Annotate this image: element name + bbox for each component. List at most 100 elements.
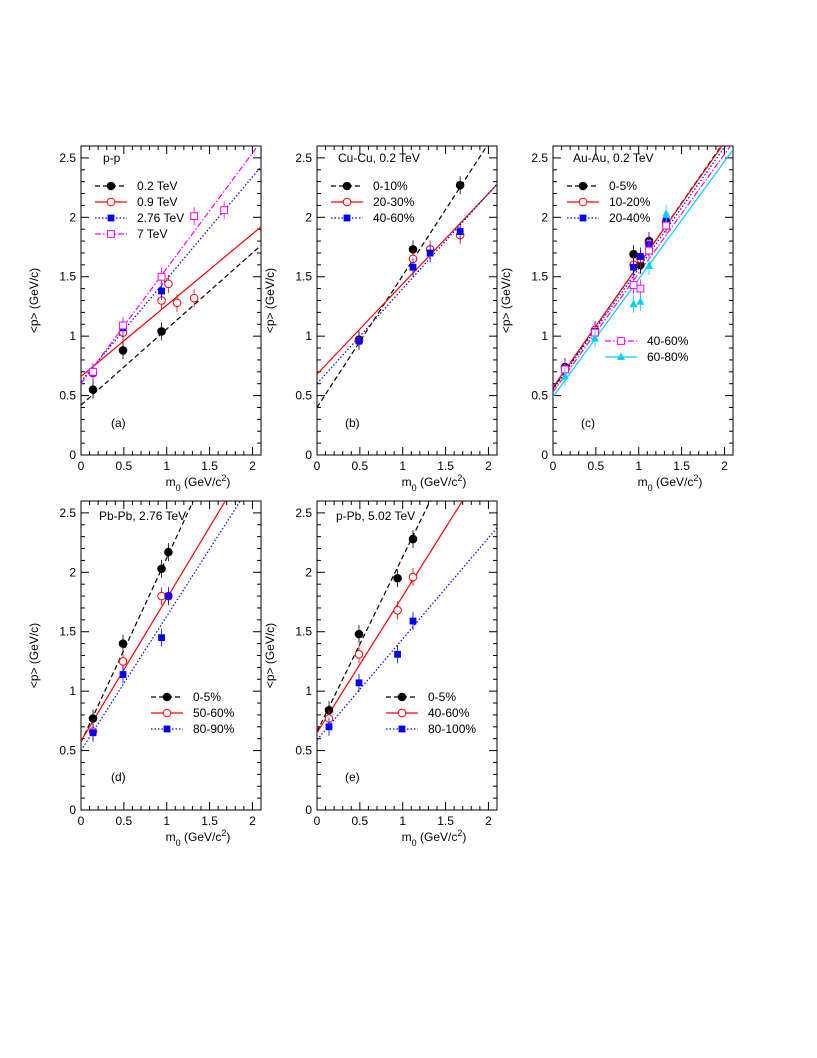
- x-axis-title: m0 (GeV/c2): [166, 473, 231, 493]
- fit-line: [553, 149, 733, 398]
- data-point: [325, 723, 333, 731]
- x-tick-label: 2: [485, 814, 492, 828]
- panel-4: 0 0.5 1 1.5 2 0 0.5 1 1.5 2 2.5 <p> (GeV/c) m0 (GeV/…: [27, 500, 262, 848]
- data-point: [409, 263, 417, 271]
- data-point: [662, 209, 671, 217]
- y-tick-label: 0.5: [59, 744, 76, 758]
- y-tick-label: 1: [69, 329, 76, 343]
- legend-marker: [617, 352, 625, 360]
- fit-line: [317, 527, 497, 741]
- y-axis-title: <p> (GeV/c): [27, 268, 41, 333]
- data-point: [119, 671, 127, 678]
- data-point: [164, 547, 173, 557]
- x-tick-label: 1.5: [673, 459, 690, 473]
- legend-entry: 0-10%: [331, 179, 408, 193]
- data-point: [645, 246, 653, 255]
- data-point: [645, 261, 653, 270]
- data-point: [157, 272, 166, 281]
- system-label: Cu-Cu, 0.2 TeV: [338, 151, 420, 165]
- y-tick-label: 1.5: [295, 625, 312, 639]
- data-point: [637, 253, 644, 260]
- data-point: [354, 650, 364, 659]
- ticks: [316, 145, 498, 456]
- legend-label: 0.2 TeV: [137, 179, 177, 193]
- panel-label: (c): [581, 416, 595, 430]
- data-point: [630, 263, 637, 271]
- data-points: [354, 176, 465, 350]
- data-point: [662, 221, 671, 230]
- x-tick-label: 1.5: [437, 459, 454, 473]
- system-label: p-p: [103, 151, 121, 165]
- legend-marker: [342, 181, 352, 191]
- y-tick-label: 2.5: [59, 506, 76, 520]
- legend-label: 2.76 TeV: [137, 211, 184, 225]
- x-tick-label: 1: [163, 459, 170, 473]
- y-tick-label: 0: [305, 448, 312, 462]
- y-tick-label: 0: [305, 803, 312, 817]
- ticks: [552, 145, 734, 456]
- y-tick-label: 0.5: [531, 389, 548, 403]
- fit-line: [81, 501, 226, 742]
- x-tick-label: 1.5: [201, 459, 218, 473]
- x-axis-title: m0 (GeV/c2): [402, 828, 467, 848]
- x-tick-label: 0.5: [116, 814, 133, 828]
- x-tick-label: 0.5: [116, 459, 133, 473]
- panel-label: (b): [345, 416, 360, 430]
- y-tick-label: 0.5: [295, 389, 312, 403]
- data-point: [89, 729, 97, 737]
- legend-marker: [398, 725, 406, 733]
- data-point: [636, 297, 645, 305]
- data-point: [455, 180, 465, 190]
- fit-line: [81, 244, 261, 406]
- x-tick-label: 1: [399, 814, 406, 828]
- ticks: [80, 145, 262, 456]
- fit-lines: [81, 146, 261, 406]
- legend-label: 80-100%: [428, 722, 476, 736]
- y-tick-label: 2.5: [531, 151, 548, 165]
- legend-label: 10-20%: [609, 195, 651, 209]
- x-tick-label: 0: [78, 459, 85, 473]
- legend-label: 0-5%: [609, 179, 637, 193]
- data-point: [409, 617, 417, 625]
- y-axis-title: <p> (GeV/c): [27, 623, 41, 688]
- data-point: [157, 564, 166, 574]
- data-point: [456, 228, 464, 235]
- data-point: [408, 572, 418, 582]
- data-point: [355, 679, 363, 687]
- panel-1: 0 0.5 1 1.5 2 0 0.5 1 1.5 2 2.5 <p> (GeV/c) m0 (GeV/…: [27, 145, 262, 493]
- system-label: Pb-Pb, 2.76 TeV: [99, 509, 186, 523]
- legend-marker: [397, 692, 407, 702]
- data-point: [118, 657, 128, 666]
- legend-label: 50-60%: [193, 706, 235, 720]
- data-point: [89, 367, 97, 376]
- legend-entry: 40-60%: [331, 211, 415, 225]
- legend-entry: 0.2 TeV: [95, 179, 177, 193]
- data-point: [164, 279, 173, 289]
- y-axis-title: <p> (GeV/c): [263, 623, 277, 688]
- legend: 0-5% 40-60% 80-100%: [386, 690, 476, 736]
- data-point: [165, 592, 172, 600]
- data-point: [119, 321, 127, 330]
- x-tick-label: 0: [314, 814, 321, 828]
- ticks: [80, 500, 262, 811]
- x-axis-title: m0 (GeV/c2): [638, 473, 703, 493]
- data-point: [394, 650, 401, 658]
- plot-frame: [316, 500, 498, 811]
- y-tick-label: 2.5: [59, 151, 76, 165]
- x-tick-label: 0: [314, 459, 321, 473]
- legend: 0.2 TeV 0.9 TeV 2.76 TeV 7 TeV: [95, 179, 184, 241]
- y-axis-title: <p> (GeV/c): [263, 268, 277, 333]
- data-point: [220, 206, 229, 215]
- data-point: [88, 385, 98, 394]
- panel-5: 0 0.5 1 1.5 2 0 0.5 1 1.5 2 2.5 <p> (GeV/c) m0 (GeV/…: [263, 500, 498, 848]
- legend-label: 60-80%: [647, 350, 689, 364]
- data-point: [118, 639, 128, 648]
- legend-marker: [107, 230, 115, 238]
- legend-label: 0.9 TeV: [137, 195, 177, 209]
- fit-line: [317, 146, 488, 408]
- fit-line: [317, 183, 497, 385]
- panel-label: (d): [111, 770, 126, 784]
- x-tick-label: 2: [721, 459, 728, 473]
- data-point: [408, 534, 418, 544]
